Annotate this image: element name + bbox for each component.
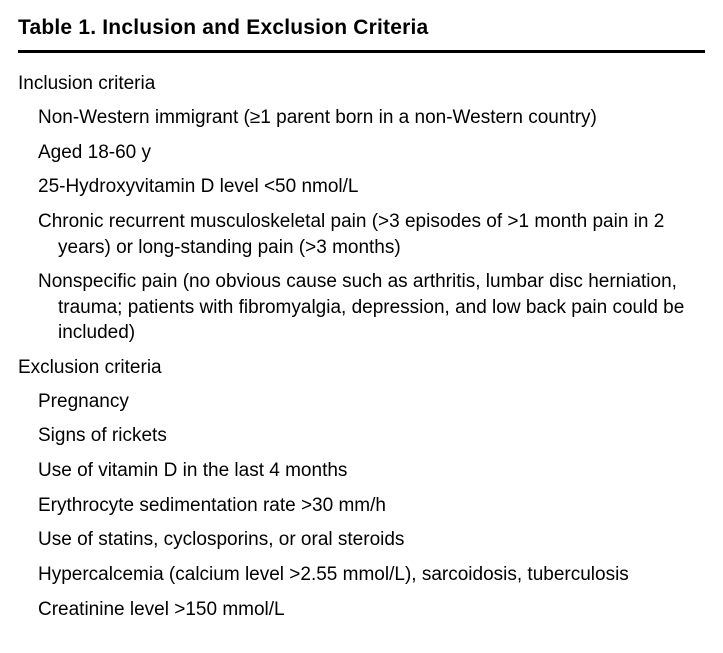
exclusion-item: Hypercalcemia (calcium level >2.55 mmol/… [18, 562, 705, 588]
inclusion-item-text: 25-Hydroxyvitamin D level <50 nmol/L [38, 174, 699, 200]
exclusion-item: Signs of rickets [18, 423, 705, 449]
exclusion-item: Creatinine level >150 mmol/L [18, 597, 705, 623]
exclusion-item-text: Creatinine level >150 mmol/L [38, 597, 699, 623]
table-title: Table 1. Inclusion and Exclusion Criteri… [18, 14, 705, 53]
inclusion-item-text: Aged 18-60 y [38, 140, 699, 166]
exclusion-item: Use of statins, cyclosporins, or oral st… [18, 527, 705, 553]
exclusion-item: Pregnancy [18, 389, 705, 415]
exclusion-item-text: Pregnancy [38, 389, 699, 415]
inclusion-header: Inclusion criteria [18, 71, 705, 97]
exclusion-item-text: Signs of rickets [38, 423, 699, 449]
inclusion-item-text: Nonspecific pain (no obvious cause such … [38, 269, 699, 346]
exclusion-item: Use of vitamin D in the last 4 months [18, 458, 705, 484]
exclusion-header: Exclusion criteria [18, 355, 705, 381]
exclusion-item-text: Use of vitamin D in the last 4 months [38, 458, 699, 484]
exclusion-item: Erythrocyte sedimentation rate >30 mm/h [18, 493, 705, 519]
exclusion-item-text: Hypercalcemia (calcium level >2.55 mmol/… [38, 562, 699, 588]
inclusion-item-text: Non-Western immigrant (≥1 parent born in… [38, 105, 699, 131]
inclusion-item: Aged 18-60 y [18, 140, 705, 166]
inclusion-item: Non-Western immigrant (≥1 parent born in… [18, 105, 705, 131]
inclusion-item: Nonspecific pain (no obvious cause such … [18, 269, 705, 346]
inclusion-item: 25-Hydroxyvitamin D level <50 nmol/L [18, 174, 705, 200]
inclusion-item: Chronic recurrent musculoskeletal pain (… [18, 209, 705, 260]
exclusion-item-text: Use of statins, cyclosporins, or oral st… [38, 527, 699, 553]
inclusion-item-text: Chronic recurrent musculoskeletal pain (… [38, 209, 699, 260]
exclusion-item-text: Erythrocyte sedimentation rate >30 mm/h [38, 493, 699, 519]
